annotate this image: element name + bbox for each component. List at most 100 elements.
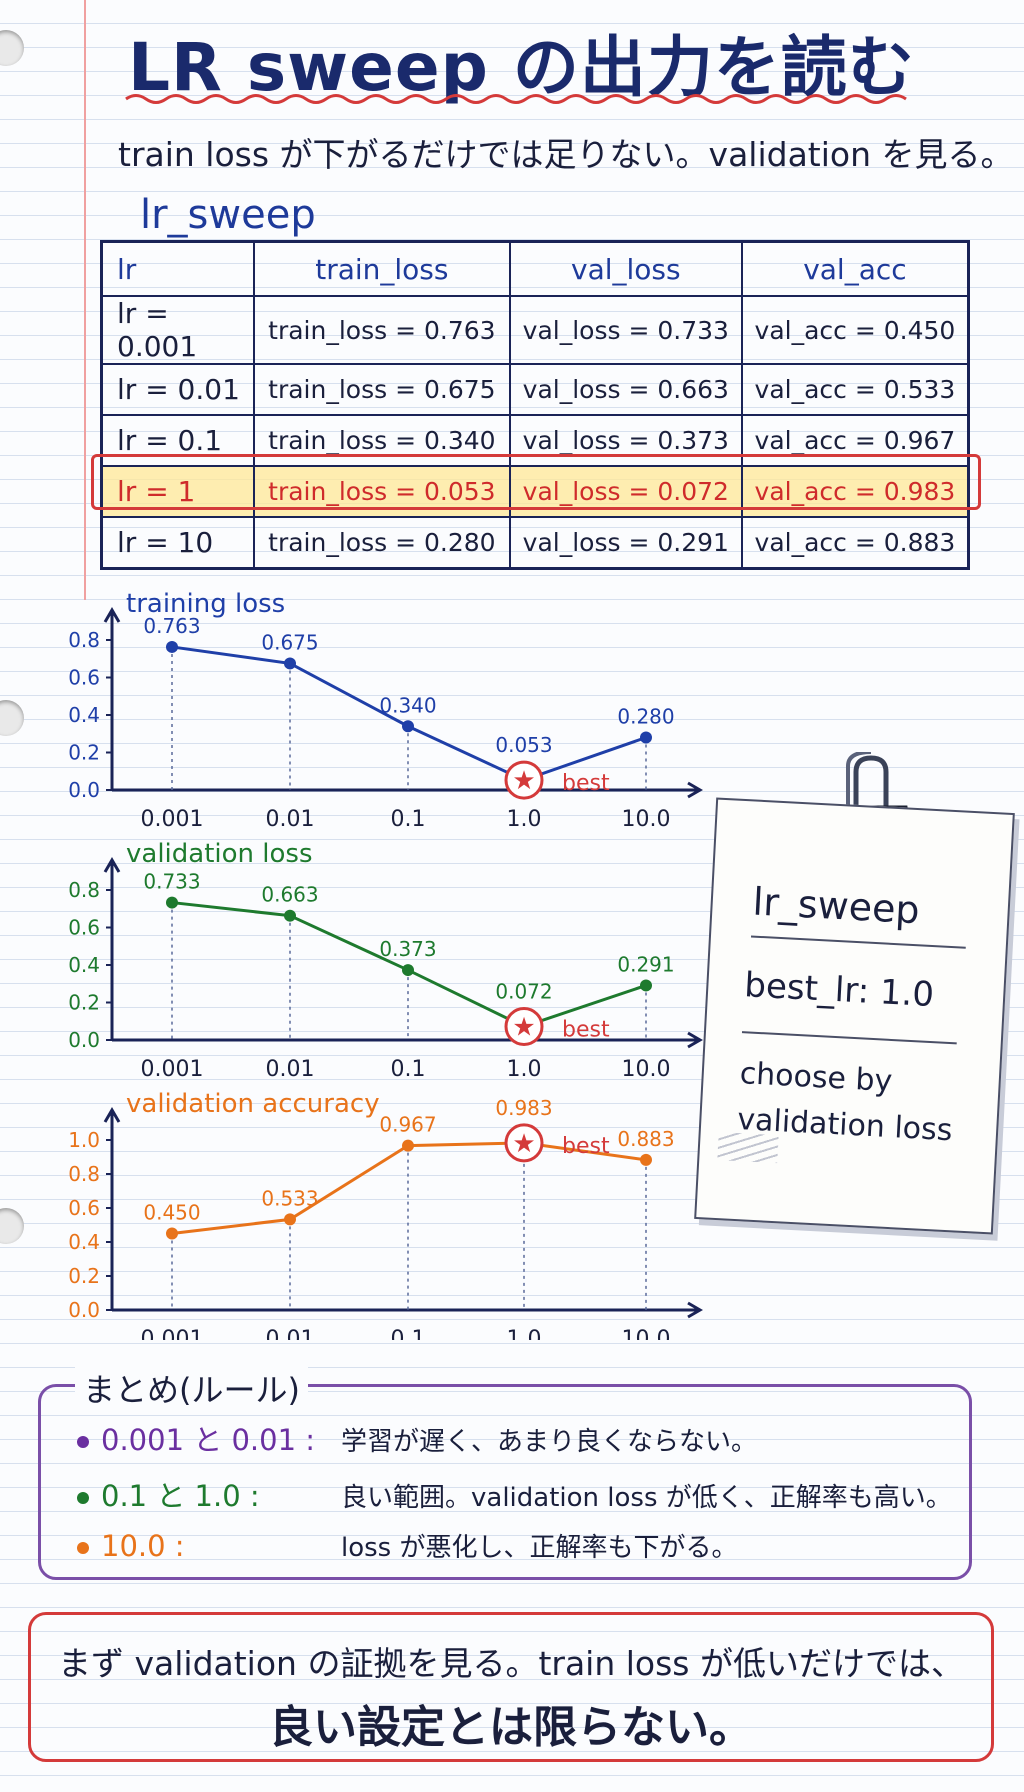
chart-title: training loss [126, 589, 285, 619]
table-header-row: lr train_loss val_loss val_acc [100, 240, 970, 297]
lr-sweep-note-card: lr_sweep best_lr: 1.0 choose by validati… [694, 797, 1015, 1235]
x-tick-label: 0.01 [266, 807, 315, 832]
y-tick-label: 0.4 [68, 953, 100, 977]
data-label: 0.450 [143, 1201, 200, 1225]
y-tick-label: 0.2 [68, 991, 100, 1015]
best-lr-value: best_lr: 1.0 [743, 965, 935, 1016]
cell-val-acc: val_acc = 0.983 [740, 465, 970, 518]
data-label: 0.733 [143, 870, 200, 894]
cell-val-loss: val_loss = 0.373 [508, 414, 743, 467]
x-tick-label: 1.0 [507, 807, 542, 832]
conclusion-box: まず validation の証拠を見る。train loss が低いだけでは、… [28, 1612, 994, 1762]
y-axis-arrow [103, 857, 121, 873]
cell-val-acc: val_acc = 0.883 [740, 516, 970, 570]
x-tick-label: 0.01 [266, 1327, 315, 1340]
cell-train-loss: train_loss = 0.763 [253, 295, 511, 365]
y-tick-label: 0.8 [68, 628, 100, 652]
data-point [402, 1139, 414, 1152]
best-marker [504, 1123, 544, 1163]
table-row-highlighted: lr = 1 train_loss = 0.053 val_loss = 0.0… [100, 465, 970, 518]
best-star-icon: ★ [512, 1129, 535, 1159]
summary-rule: 0.001 と 0.01 : 学習が遅く、あまり良くならない。 [77, 1417, 757, 1459]
y-tick-label: 0.0 [68, 1028, 100, 1052]
rule-key: 0.001 と 0.01 : [101, 1423, 316, 1457]
data-point [284, 1213, 296, 1226]
data-label: 0.340 [379, 693, 436, 717]
bullet-dot [77, 1492, 89, 1504]
data-point [402, 720, 414, 733]
y-tick-label: 0.2 [68, 741, 100, 765]
summary-title: まとめ(ルール) [75, 1365, 308, 1411]
rule-key: 0.1 と 1.0 : [101, 1479, 260, 1513]
x-tick-label: 1.0 [507, 1057, 542, 1082]
data-point [284, 657, 296, 670]
cell-val-acc: val_acc = 0.533 [740, 363, 970, 416]
rule-desc: loss が悪化し、正解率も下がる。 [341, 1533, 738, 1563]
bullet-dot [77, 1542, 89, 1554]
data-label: 0.053 [495, 733, 552, 757]
data-point [402, 964, 414, 977]
cell-train-loss: train_loss = 0.340 [253, 414, 511, 467]
rule-desc: 良い範囲。validation loss が低く、正解率も高い。 [341, 1483, 952, 1513]
cell-val-loss: val_loss = 0.291 [508, 516, 743, 570]
x-tick-label: 0.001 [141, 1327, 204, 1340]
y-tick-label: 0.4 [68, 1230, 100, 1254]
data-point [166, 640, 178, 653]
table-row: lr = 0.01 train_loss = 0.675 val_loss = … [100, 363, 970, 416]
x-tick-label: 0.1 [391, 1327, 426, 1340]
conclusion-line-1: まず validation の証拠を見る。train loss が低いだけでは、 [58, 1644, 964, 1683]
x-tick-label: 10.0 [622, 1327, 671, 1340]
data-label: 0.663 [261, 883, 318, 907]
x-tick-label: 0.01 [266, 1057, 315, 1082]
best-label: best [562, 1134, 610, 1159]
table-row: lr = 0.1 train_loss = 0.340 val_loss = 0… [100, 414, 970, 467]
best-star-icon: ★ [512, 1013, 535, 1043]
y-tick-label: 1.0 [68, 1128, 100, 1152]
header-train-loss: train_loss [253, 240, 511, 297]
page-title: LR sweep の出力を読む [128, 29, 915, 106]
table-label: lr_sweep [140, 192, 316, 238]
card-hatching [717, 1132, 779, 1164]
cell-val-loss: val_loss = 0.733 [508, 295, 743, 365]
cell-val-loss: val_loss = 0.072 [508, 465, 743, 518]
data-label: 0.675 [261, 630, 318, 654]
lr-sweep-table: lr train_loss val_loss val_acc lr = 0.00… [100, 240, 970, 570]
x-axis-arrow [687, 781, 703, 799]
data-label: 0.533 [261, 1186, 318, 1210]
bullet-dot [77, 1436, 89, 1448]
y-tick-label: 0.8 [68, 878, 100, 902]
cell-lr: lr = 1 [100, 465, 255, 518]
y-tick-label: 0.8 [68, 1162, 100, 1186]
y-tick-label: 0.6 [68, 916, 100, 940]
x-tick-label: 0.001 [141, 807, 204, 832]
best-marker [504, 1007, 544, 1046]
summary-rule: 10.0 : loss が悪化し、正解率も下がる。 [77, 1527, 738, 1564]
data-label: 0.983 [495, 1096, 552, 1120]
data-label: 0.763 [143, 614, 200, 638]
charts-area: training loss 0.8 0.6 0.4 0.2 0.0 0.001 0.01 0.1… [68, 589, 703, 1340]
best-label: best [562, 771, 610, 796]
conclusion-line-2: 良い設定とは限らない。 [269, 1702, 753, 1753]
summary-rule: 0.1 と 1.0 : 良い範囲。validation loss が低く、正解率も… [77, 1473, 952, 1515]
data-point [640, 979, 652, 992]
data-label: 0.072 [495, 980, 552, 1004]
y-tick-label: 0.6 [68, 666, 100, 690]
y-tick-label: 0.4 [68, 703, 100, 727]
x-axis-arrow [687, 1301, 703, 1319]
cell-val-loss: val_loss = 0.663 [508, 363, 743, 416]
y-tick-label: 0.0 [68, 778, 100, 802]
data-label: 0.967 [379, 1113, 436, 1137]
data-label: 0.373 [379, 937, 436, 961]
cell-val-acc: val_acc = 0.450 [740, 295, 970, 365]
cell-train-loss: train_loss = 0.053 [253, 465, 511, 518]
cell-train-loss: train_loss = 0.280 [253, 516, 511, 570]
table-row: lr = 0.001 train_loss = 0.763 val_loss =… [100, 295, 970, 365]
cell-train-loss: train_loss = 0.675 [253, 363, 511, 416]
best-star-icon: ★ [512, 766, 535, 796]
margin-line [84, 0, 86, 600]
chart-title: validation loss [126, 839, 313, 869]
cell-lr: lr = 0.001 [100, 295, 255, 365]
best-label: best [562, 1018, 610, 1043]
data-label: 0.291 [617, 952, 674, 976]
y-tick-label: 0.0 [68, 1298, 100, 1322]
